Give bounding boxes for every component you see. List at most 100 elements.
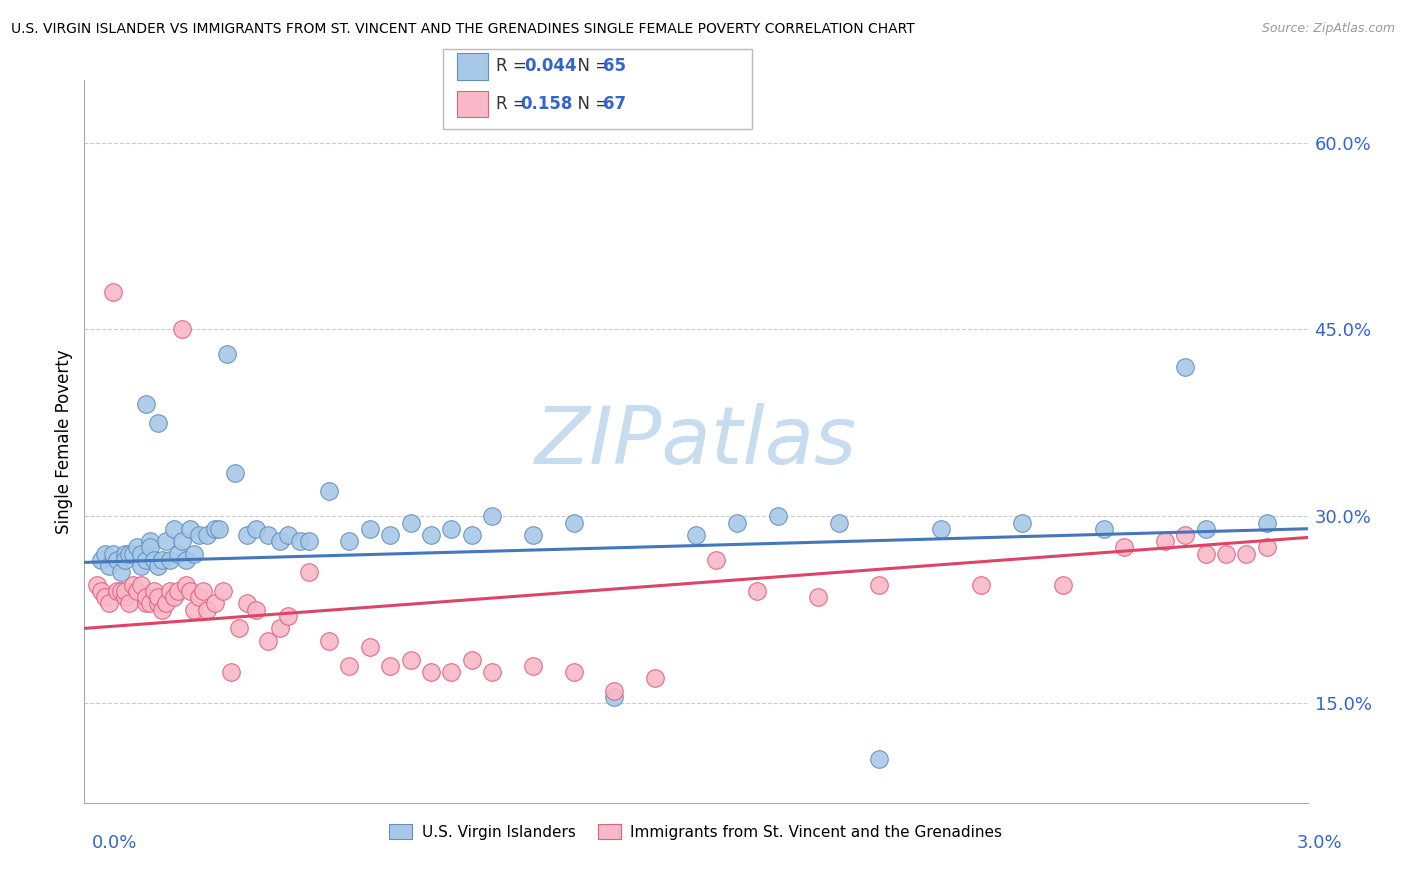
Point (138, 597, 160, 611)
Point (269, 534, 291, 549)
Point (114, 547, 136, 561)
Point (399, 652, 422, 666)
Point (224, 466, 246, 480)
Point (97, 597, 120, 611)
Point (114, 553, 136, 567)
Point (562, 516, 585, 530)
Point (970, 578, 993, 592)
Point (159, 584, 181, 599)
Point (155, 534, 177, 549)
Point (172, 322, 194, 336)
Point (461, 652, 484, 666)
Point (269, 621, 291, 635)
Point (208, 522, 231, 536)
Point (204, 522, 226, 536)
Point (481, 509, 503, 524)
Point (1256, 541, 1278, 555)
Point (339, 658, 361, 673)
Point (869, 578, 891, 592)
Text: ZIPatlas: ZIPatlas (534, 402, 858, 481)
Point (118, 547, 141, 561)
Y-axis label: Single Female Poverty: Single Female Poverty (55, 350, 73, 533)
Point (110, 566, 132, 580)
Point (644, 671, 666, 685)
Point (440, 522, 463, 536)
Point (114, 591, 136, 605)
Point (179, 584, 201, 599)
Point (142, 584, 165, 599)
Text: N =: N = (567, 95, 614, 113)
Point (183, 603, 205, 617)
Text: N =: N = (567, 57, 614, 75)
Point (1154, 534, 1177, 549)
Point (146, 591, 169, 605)
Point (195, 603, 218, 617)
Point (101, 285, 124, 299)
Point (318, 484, 340, 499)
Text: 3.0%: 3.0% (1298, 834, 1343, 852)
Point (1174, 528, 1197, 542)
Point (236, 528, 259, 542)
Point (167, 547, 190, 561)
Point (481, 665, 503, 679)
Point (1092, 522, 1115, 536)
Point (277, 609, 299, 624)
Point (179, 522, 201, 536)
Point (90, 584, 112, 599)
Point (339, 534, 361, 549)
Point (167, 584, 190, 599)
Point (257, 633, 280, 648)
Point (187, 528, 209, 542)
Point (97, 559, 120, 574)
Point (359, 522, 381, 536)
Legend: U.S. Virgin Islanders, Immigrants from St. Vincent and the Grenadines: U.S. Virgin Islanders, Immigrants from S… (384, 818, 1008, 846)
Point (172, 534, 194, 549)
Point (277, 528, 299, 542)
Point (522, 528, 544, 542)
Text: Source: ZipAtlas.com: Source: ZipAtlas.com (1261, 22, 1395, 36)
Point (685, 528, 707, 542)
Point (155, 597, 177, 611)
Text: 65: 65 (603, 57, 626, 75)
Point (101, 547, 124, 561)
Point (183, 547, 205, 561)
Point (127, 584, 149, 599)
Point (318, 633, 340, 648)
Point (1114, 541, 1136, 555)
Point (110, 584, 132, 599)
Point (828, 516, 851, 530)
Point (131, 578, 153, 592)
Point (114, 584, 136, 599)
Point (131, 559, 153, 574)
Point (380, 658, 402, 673)
Text: 67: 67 (603, 95, 626, 113)
Point (135, 591, 157, 605)
Point (176, 553, 198, 567)
Point (290, 534, 312, 549)
Point (1052, 578, 1074, 592)
Point (562, 665, 585, 679)
Point (105, 553, 128, 567)
Point (929, 522, 952, 536)
Point (461, 528, 484, 542)
Point (146, 559, 169, 574)
Point (163, 591, 186, 605)
Point (725, 516, 748, 530)
Point (217, 347, 239, 361)
Point (204, 597, 226, 611)
Point (603, 690, 626, 704)
Point (146, 416, 169, 430)
Point (127, 541, 149, 555)
Point (122, 578, 145, 592)
Point (118, 597, 141, 611)
Point (257, 528, 280, 542)
Text: U.S. VIRGIN ISLANDER VS IMMIGRANTS FROM ST. VINCENT AND THE GRENADINES SINGLE FE: U.S. VIRGIN ISLANDER VS IMMIGRANTS FROM … (11, 22, 915, 37)
Text: R =: R = (496, 95, 533, 113)
Point (176, 578, 198, 592)
Point (86, 578, 108, 592)
Text: 0.0%: 0.0% (91, 834, 136, 852)
Point (150, 553, 173, 567)
Point (766, 509, 789, 524)
Point (135, 597, 157, 611)
Point (135, 553, 157, 567)
